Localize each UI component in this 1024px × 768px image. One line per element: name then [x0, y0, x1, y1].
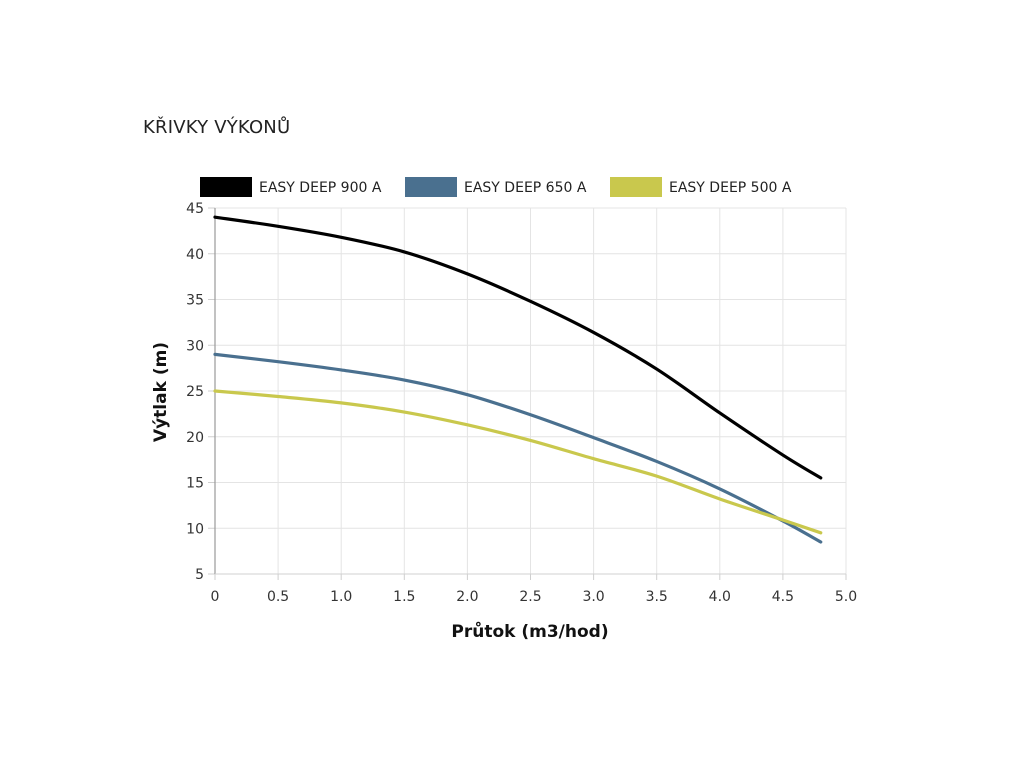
x-tick-label: 5.0 [835, 589, 857, 605]
legend-label-3: EASY DEEP 500 A [669, 180, 792, 196]
series-lines [213, 215, 823, 544]
x-tick-label: 2.0 [456, 589, 478, 605]
x-tick-label: 3.5 [646, 589, 668, 605]
y-axis-title: Výtlak (m) [151, 342, 171, 442]
x-tick-label: 0 [211, 589, 220, 605]
legend-label-2: EASY DEEP 650 A [464, 180, 587, 196]
x-axis-title: Průtok (m3/hod) [451, 620, 608, 642]
axes: 0 0.5 1.0 1.5 2.0 2.5 3.0 3.5 4.0 4.5 5.0 5 10 15 20 25… [186, 201, 857, 605]
y-tick-label: 15 [186, 476, 204, 492]
page-title: KŘIVKY VÝKONŮ [143, 117, 291, 138]
y-tick-label: 10 [186, 521, 204, 537]
series-line-2 [213, 352, 823, 544]
legend-swatch-1 [200, 177, 252, 197]
y-tick-label: 25 [186, 384, 204, 400]
y-tick-label: 35 [186, 293, 204, 309]
x-tick-label: 4.5 [772, 589, 794, 605]
y-tick-label: 30 [186, 338, 204, 354]
x-tick-label: 2.5 [519, 589, 541, 605]
series-line-3 [213, 389, 823, 535]
y-tick-label: 20 [186, 430, 204, 446]
grid [215, 207, 847, 574]
series-line-1 [213, 215, 823, 480]
legend-label-1: EASY DEEP 900 A [259, 180, 382, 196]
legend-swatch-2 [405, 177, 457, 197]
x-tick-label: 3.0 [582, 589, 604, 605]
y-tick-label: 45 [186, 201, 204, 217]
legend: EASY DEEP 900 A EASY DEEP 650 A EASY DEEP … [200, 177, 792, 197]
x-tick-label: 1.0 [330, 589, 352, 605]
x-tick-label: 0.5 [267, 589, 289, 605]
x-tick-label: 4.0 [709, 589, 731, 605]
legend-swatch-3 [610, 177, 662, 197]
x-tick-label: 1.5 [393, 589, 415, 605]
y-tick-label: 5 [195, 567, 204, 583]
y-tick-label: 40 [186, 247, 204, 263]
